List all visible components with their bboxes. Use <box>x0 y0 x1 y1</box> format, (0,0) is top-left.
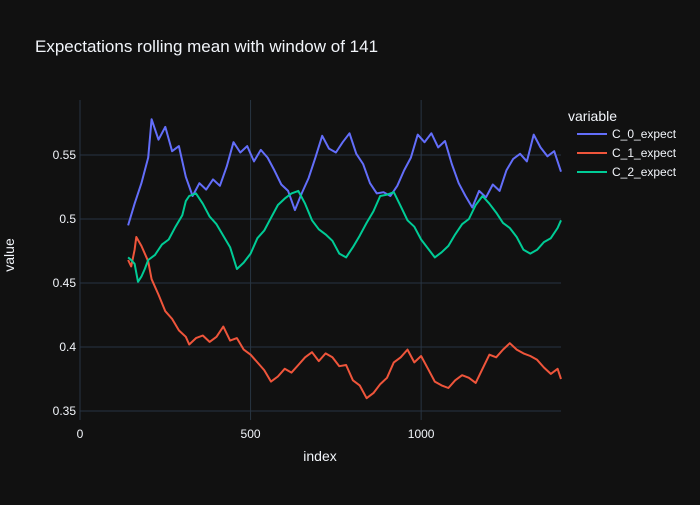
y-tick-label: 0.55 <box>53 148 77 162</box>
legend-item-C_2_expect[interactable]: C_2_expect <box>577 165 677 179</box>
x-tick-label: 500 <box>241 427 261 441</box>
series-line-C_2_expect <box>127 189 562 283</box>
y-tick-label: 0.35 <box>53 404 77 418</box>
y-axis-label: value <box>1 238 17 272</box>
x-tick-label: 0 <box>77 427 84 441</box>
y-axis-ticks: 0.35 0.4 0.45 0.5 0.55 <box>53 148 77 418</box>
legend-item-C_1_expect[interactable]: C_1_expect <box>577 146 677 160</box>
y-tick-label: 0.5 <box>59 212 76 226</box>
legend-item-C_0_expect[interactable]: C_0_expect <box>577 127 677 141</box>
series-line-C_1_expect <box>127 236 562 400</box>
legend-label: C_2_expect <box>612 165 677 179</box>
legend-title: variable <box>568 108 617 124</box>
y-tick-label: 0.45 <box>53 276 77 290</box>
legend[interactable]: variable C_0_expect C_1_expect C_2_expect <box>568 108 677 179</box>
series-line-C_0_expect <box>127 118 562 226</box>
chart-title: Expectations rolling mean with window of… <box>35 37 378 56</box>
legend-label: C_1_expect <box>612 146 677 160</box>
x-tick-label: 1000 <box>408 427 435 441</box>
y-tick-label: 0.4 <box>59 340 76 354</box>
legend-label: C_0_expect <box>612 127 677 141</box>
legend-items[interactable]: C_0_expect C_1_expect C_2_expect <box>577 127 677 179</box>
grid-lines <box>79 100 561 420</box>
x-axis-ticks: 0 500 1000 <box>77 427 435 441</box>
plot-series <box>127 118 562 400</box>
x-axis-label: index <box>303 448 336 464</box>
